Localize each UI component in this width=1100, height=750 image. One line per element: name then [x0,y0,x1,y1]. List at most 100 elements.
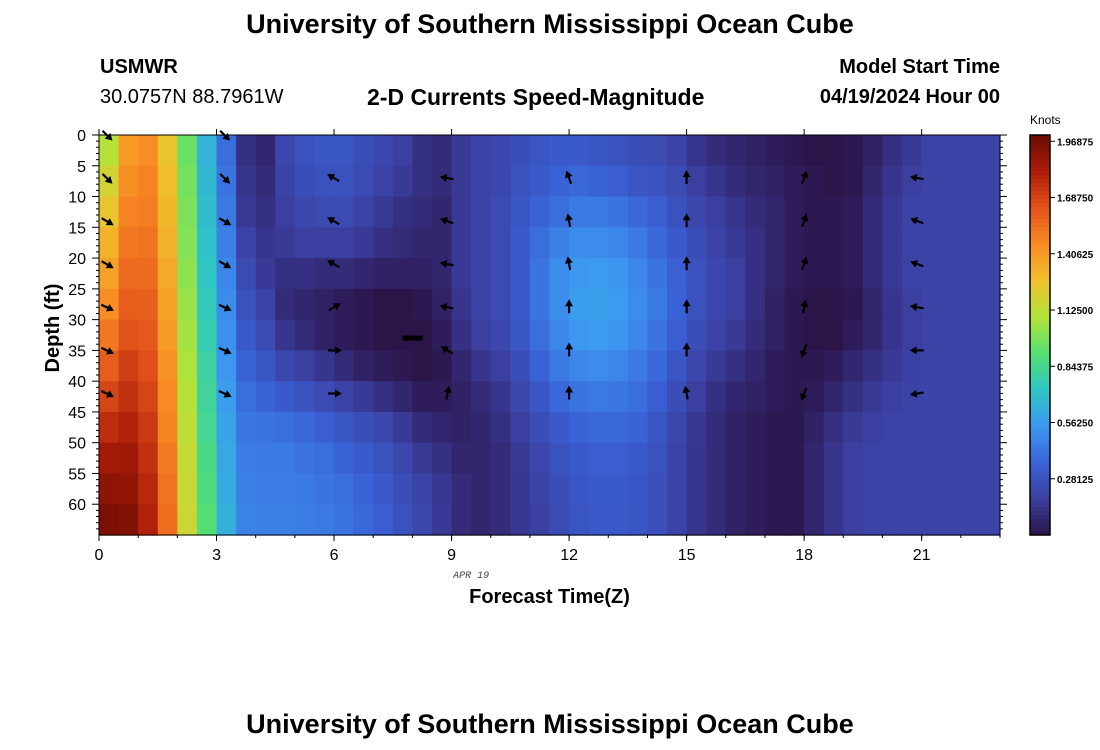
heatmap-cell [804,473,825,505]
heatmap-cell [725,258,746,290]
heatmap-cell [608,165,629,198]
heatmap-cell [667,442,688,475]
heatmap-cell [843,442,864,475]
heatmap-cell [764,258,786,290]
heatmap-cell [647,350,668,382]
heatmap-cell [471,288,492,321]
y-axis-label: Depth (ft) [42,284,64,373]
heatmap-cell [157,381,178,413]
heatmap-cell [902,135,923,167]
colorbar-segment [1030,283,1050,288]
heatmap-cell [686,381,707,413]
colorbar-segment [1030,159,1050,164]
heatmap-cell [549,381,570,413]
current-vector-arrow [564,213,573,228]
colorbar-segment [1030,327,1050,332]
heatmap-cell [706,227,727,259]
heatmap-cell [608,411,629,444]
heatmap-cell [373,350,394,382]
heatmap-cell [196,442,218,475]
heatmap-cell [490,135,511,167]
current-vector-arrow [328,346,342,355]
heatmap-cell [647,504,668,536]
colorbar-segment [1030,371,1050,376]
heatmap-cell [353,135,374,167]
colorbar-tick-label: 1.96875 [1057,137,1094,148]
heatmap-cell [255,504,276,536]
heatmap-cell [451,381,472,413]
heatmap-cell [804,381,825,413]
heatmap-cell [902,165,923,198]
colorbar-segment [1030,379,1050,384]
heatmap-cell [667,258,688,290]
heatmap-cell [804,504,825,536]
heatmap-cell [686,165,707,198]
heatmap-cell [392,411,413,444]
heatmap-cell [471,442,492,475]
heatmap-cell [980,381,1001,413]
heatmap-cell [941,442,962,475]
heatmap-cell [784,411,805,444]
heatmap-cell [373,196,394,228]
heatmap-cell [902,442,923,475]
heatmap-cell [138,442,159,475]
heatmap-cell [373,135,394,167]
current-vector-arrow [327,217,340,226]
colorbar-segment [1030,259,1050,264]
heatmap-cell [921,381,942,413]
x-tick-label: 9 [447,547,456,564]
heatmap-cell [294,258,316,290]
heatmap-cell [921,165,942,198]
heatmap-cell [882,350,903,382]
heatmap-cell [608,135,629,167]
heatmap-cell [725,165,746,198]
heatmap-cell [392,504,413,536]
colorbar-segment [1030,151,1050,156]
heatmap-cell [745,411,766,444]
heatmap-cell [157,504,178,536]
heatmap-cell [99,135,120,167]
colorbar-segment [1030,479,1050,484]
colorbar: 1.96875 1.68750 1.40625 1.12500 0.84375 0.562… [1029,134,1094,536]
heatmap-cell [725,288,746,321]
heatmap-cell [921,350,942,382]
heatmap-cell [196,288,218,321]
heatmap-cell [608,350,629,382]
y-tick-label: 10 [68,190,86,207]
heatmap-cell [784,196,805,228]
heatmap-cell [412,442,433,475]
heatmap-cell [862,258,884,290]
heatmap-cell [353,350,374,382]
heatmap-cell [373,381,394,413]
heatmap-cell [647,381,668,413]
colorbar-segment [1030,207,1050,212]
heatmap-cell [588,442,609,475]
heatmap-cell [745,196,766,228]
heatmap-cell [627,381,649,413]
current-vector-arrow [910,260,924,268]
current-vector-arrow [218,346,232,355]
colorbar-segment [1030,515,1050,520]
heatmap-cell [275,196,296,228]
heatmap-cell [177,473,198,505]
heatmap-cell [627,411,649,444]
heatmap-cell [177,227,198,259]
heatmap-cell [510,135,531,167]
heatmap-cell [373,473,394,505]
heatmap-cell [118,350,139,382]
heatmap-cell [823,442,844,475]
colorbar-tick-label: 1.12500 [1057,306,1094,317]
heatmap-cell [431,288,453,321]
heatmap-cell [549,135,570,167]
heatmap-cell [667,504,688,536]
heatmap-cell [431,196,453,228]
heatmap-cell [764,411,786,444]
heatmap-cell [667,473,688,505]
colorbar-segment [1030,247,1050,252]
heatmap-cell [353,473,374,505]
y-tick-label: 50 [68,436,86,453]
heatmap-cell [353,319,374,351]
heatmap-cell [529,381,551,413]
heatmap-cell [647,319,668,351]
heatmap-cell [862,165,884,198]
